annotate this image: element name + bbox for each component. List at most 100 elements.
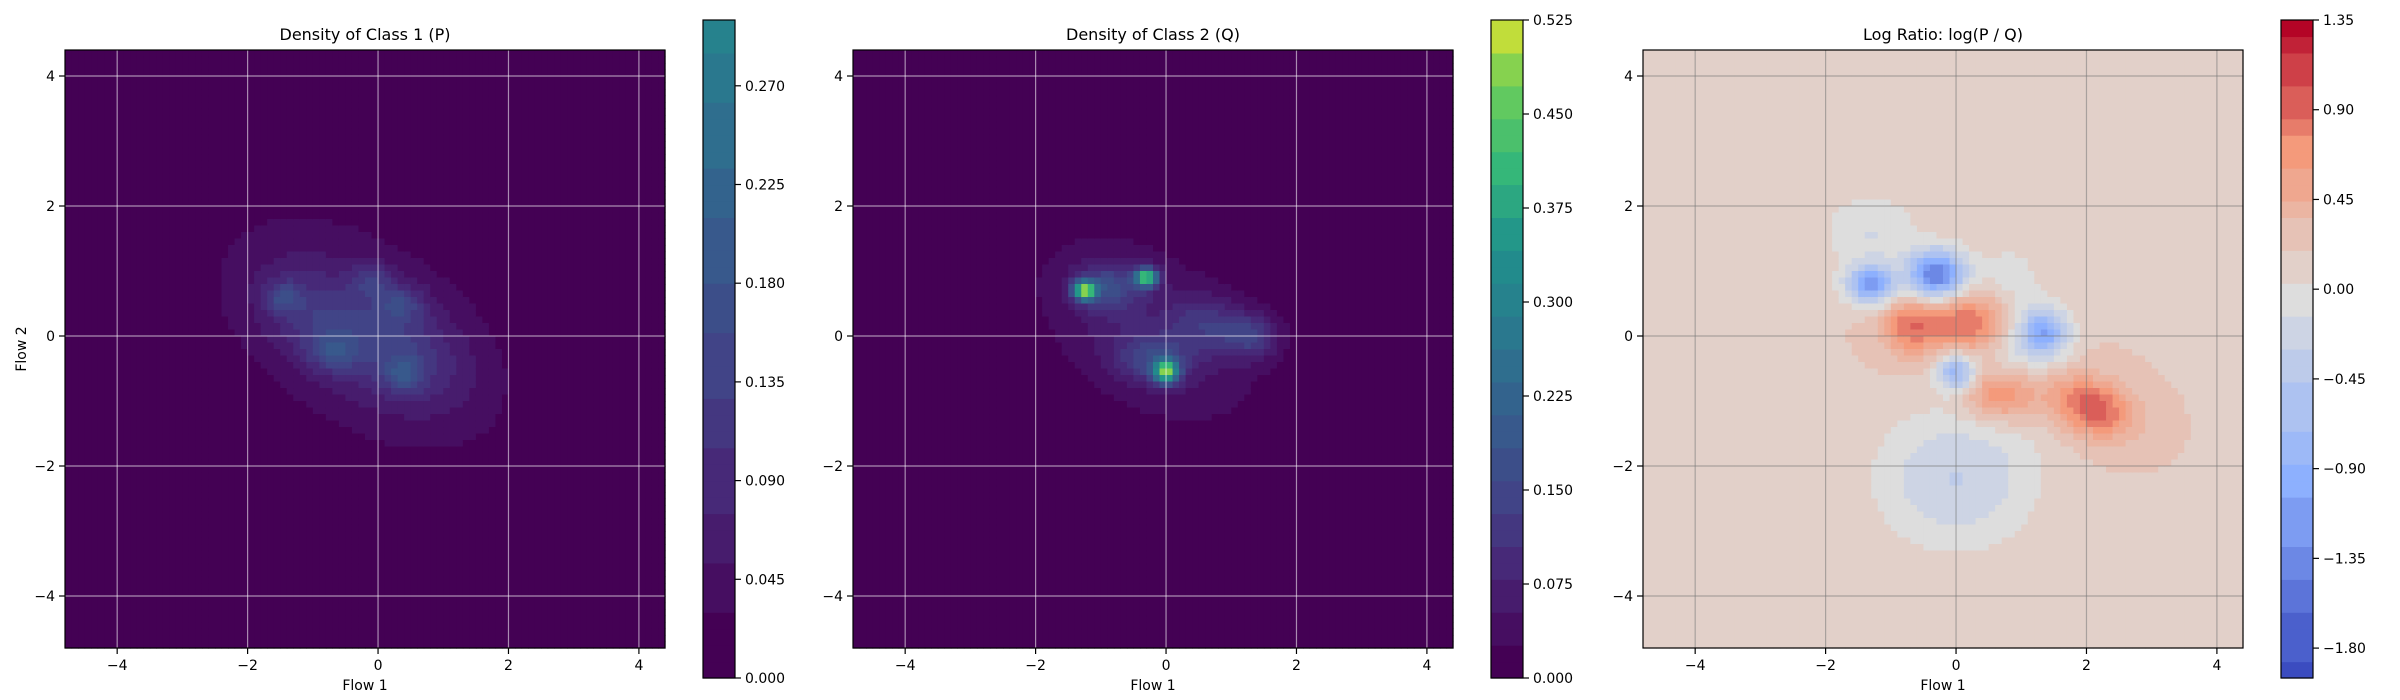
heatmap-cell bbox=[345, 421, 352, 428]
heatmap-cell bbox=[306, 161, 313, 168]
heatmap-cell bbox=[385, 570, 392, 577]
heatmap-cell bbox=[345, 473, 352, 480]
heatmap-cell bbox=[195, 252, 202, 259]
heatmap-cell bbox=[365, 187, 372, 194]
heatmap-cell bbox=[293, 252, 300, 259]
heatmap-cell bbox=[98, 499, 105, 506]
heatmap-cell bbox=[326, 622, 333, 629]
heatmap-cell bbox=[195, 349, 202, 356]
heatmap-cell bbox=[293, 544, 300, 551]
heatmap-cell bbox=[72, 50, 79, 57]
heatmap-cell bbox=[411, 622, 418, 629]
heatmap-cell bbox=[326, 538, 333, 545]
heatmap-cell bbox=[124, 239, 131, 246]
heatmap-cell bbox=[65, 278, 72, 285]
heatmap-cell bbox=[78, 323, 85, 330]
heatmap-cell bbox=[228, 291, 235, 298]
heatmap-cell bbox=[215, 343, 222, 350]
heatmap-cell bbox=[130, 616, 137, 623]
heatmap-cell bbox=[130, 440, 137, 447]
heatmap-cell bbox=[72, 193, 79, 200]
heatmap-cell bbox=[156, 369, 163, 376]
heatmap-cell bbox=[248, 336, 255, 343]
heatmap-cell bbox=[156, 492, 163, 499]
heatmap-cell bbox=[254, 297, 261, 304]
heatmap-cell bbox=[358, 115, 365, 122]
heatmap-cell bbox=[91, 63, 98, 70]
heatmap-cell bbox=[287, 382, 294, 389]
heatmap-cell bbox=[189, 531, 196, 538]
heatmap-cell bbox=[208, 349, 215, 356]
heatmap-cell bbox=[332, 122, 339, 129]
heatmap-cell bbox=[306, 226, 313, 233]
heatmap-cell bbox=[189, 167, 196, 174]
heatmap-cell bbox=[385, 109, 392, 116]
heatmap-cell bbox=[261, 499, 268, 506]
heatmap-cell bbox=[345, 265, 352, 272]
heatmap-cell bbox=[287, 206, 294, 213]
heatmap-cell bbox=[300, 239, 307, 246]
heatmap-cell bbox=[195, 291, 202, 298]
heatmap-cell bbox=[215, 395, 222, 402]
heatmap-cell bbox=[85, 473, 92, 480]
heatmap-cell bbox=[339, 401, 346, 408]
heatmap-cell bbox=[274, 531, 281, 538]
heatmap-cell bbox=[339, 479, 346, 486]
heatmap-cell bbox=[117, 603, 124, 610]
heatmap-cell bbox=[248, 349, 255, 356]
heatmap-cell bbox=[378, 63, 385, 70]
heatmap-cell bbox=[176, 310, 183, 317]
heatmap-cell bbox=[72, 213, 79, 220]
heatmap-cell bbox=[319, 505, 326, 512]
heatmap-cell bbox=[215, 447, 222, 454]
heatmap-cell bbox=[130, 83, 137, 90]
heatmap-cell bbox=[398, 180, 405, 187]
heatmap-cell bbox=[104, 304, 111, 311]
heatmap-cell bbox=[345, 603, 352, 610]
heatmap-cell bbox=[313, 453, 320, 460]
heatmap-cell bbox=[202, 538, 209, 545]
heatmap-cell bbox=[385, 466, 392, 473]
heatmap-cell bbox=[267, 76, 274, 83]
heatmap-cell bbox=[176, 583, 183, 590]
heatmap-cell bbox=[319, 362, 326, 369]
heatmap-cell bbox=[124, 447, 131, 454]
heatmap-cell bbox=[124, 343, 131, 350]
heatmap-cell bbox=[202, 434, 209, 441]
heatmap-cell bbox=[385, 323, 392, 330]
heatmap-cell bbox=[332, 252, 339, 259]
heatmap-cell bbox=[156, 167, 163, 174]
heatmap-cell bbox=[137, 89, 144, 96]
heatmap-cell bbox=[300, 245, 307, 252]
heatmap-cell bbox=[339, 499, 346, 506]
heatmap-cell bbox=[143, 583, 150, 590]
heatmap-cell bbox=[319, 76, 326, 83]
heatmap-cell bbox=[124, 375, 131, 382]
heatmap-cell bbox=[332, 531, 339, 538]
heatmap-cell bbox=[85, 512, 92, 519]
heatmap-cell bbox=[169, 447, 176, 454]
heatmap-cell bbox=[78, 50, 85, 57]
heatmap-cell bbox=[124, 226, 131, 233]
heatmap-cell bbox=[72, 323, 79, 330]
heatmap-cell bbox=[339, 622, 346, 629]
heatmap-cell bbox=[404, 583, 411, 590]
heatmap-cell bbox=[202, 453, 209, 460]
heatmap-cell bbox=[98, 375, 105, 382]
heatmap-cell bbox=[195, 76, 202, 83]
heatmap-cell bbox=[306, 375, 313, 382]
heatmap-cell bbox=[163, 616, 170, 623]
heatmap-cell bbox=[208, 512, 215, 519]
heatmap-cell bbox=[222, 219, 229, 226]
heatmap-cell bbox=[313, 219, 320, 226]
heatmap-cell bbox=[104, 278, 111, 285]
heatmap-cell bbox=[117, 473, 124, 480]
heatmap-cell bbox=[261, 50, 268, 57]
heatmap-cell bbox=[208, 629, 215, 636]
heatmap-cell bbox=[104, 434, 111, 441]
heatmap-cell bbox=[163, 128, 170, 135]
heatmap-cell bbox=[208, 343, 215, 350]
heatmap-cell bbox=[78, 570, 85, 577]
heatmap-cell bbox=[313, 304, 320, 311]
heatmap-cell bbox=[417, 141, 424, 148]
